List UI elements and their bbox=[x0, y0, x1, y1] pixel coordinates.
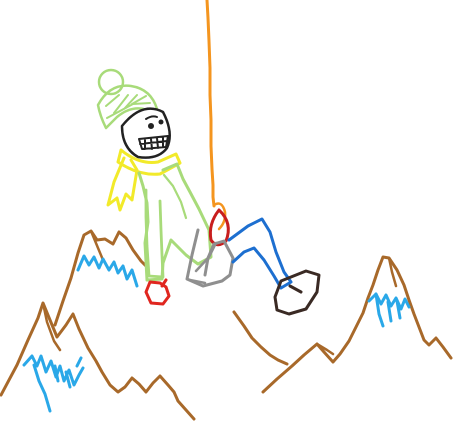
upper-left-mountain bbox=[53, 229, 150, 327]
snow-cap-left-drips bbox=[32, 356, 83, 413]
face-outline bbox=[120, 107, 171, 159]
pants-leg bbox=[227, 217, 293, 290]
snow-cap-upper-left bbox=[76, 254, 139, 288]
jacket-arm bbox=[144, 188, 165, 279]
snow-cap-right-drips bbox=[374, 292, 402, 328]
upper-left-mountain-ridge bbox=[89, 229, 105, 262]
eyebrow bbox=[145, 115, 158, 120]
rope-line bbox=[205, 0, 216, 208]
scarf bbox=[106, 148, 182, 212]
climber bbox=[96, 68, 321, 316]
hat-knit-stripes bbox=[105, 94, 151, 119]
snow-cap-lower-left bbox=[22, 354, 85, 387]
left-eye bbox=[148, 123, 154, 129]
harness bbox=[185, 228, 235, 288]
right-inner-ridge bbox=[387, 256, 398, 288]
jacket-detail bbox=[162, 173, 188, 220]
scarf-wrap bbox=[116, 148, 182, 176]
left-mountain-inner-ridge bbox=[41, 301, 62, 352]
rope-loop bbox=[212, 202, 227, 231]
left-mountain bbox=[0, 301, 196, 421]
snow-caps bbox=[22, 254, 411, 413]
scarf-tail bbox=[106, 156, 139, 212]
jacket bbox=[137, 162, 213, 282]
mountain-range bbox=[0, 229, 453, 421]
right-eye bbox=[158, 119, 164, 125]
center-small-ridge bbox=[315, 342, 335, 356]
mitten bbox=[144, 278, 171, 306]
boot bbox=[273, 269, 321, 316]
carabiner bbox=[208, 208, 230, 247]
rope bbox=[205, 0, 227, 231]
hat-pompom bbox=[97, 68, 125, 96]
center-ridge bbox=[232, 310, 289, 366]
jacket-torso bbox=[137, 162, 213, 282]
climber-face bbox=[120, 107, 171, 159]
grinning-teeth bbox=[138, 135, 169, 150]
harness-strap-detail bbox=[188, 241, 218, 285]
